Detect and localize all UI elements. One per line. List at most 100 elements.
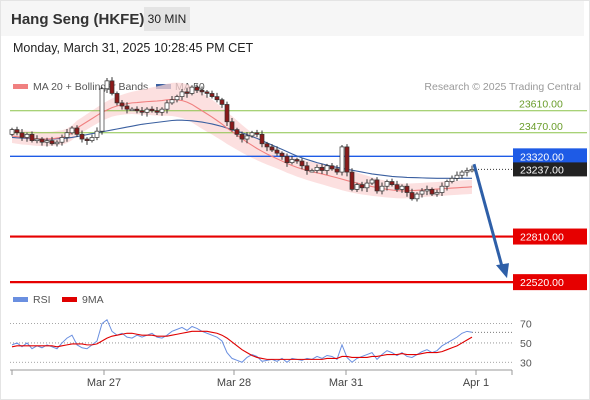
candle-body — [99, 88, 105, 132]
candle-body — [304, 165, 310, 171]
candle-body — [299, 160, 305, 167]
candle-body — [159, 108, 165, 113]
candle-body — [39, 138, 45, 143]
rsi-tick-50: 50 — [520, 338, 532, 350]
candle-body — [214, 96, 220, 101]
rsi-ma-line — [11, 330, 473, 360]
candle-body — [439, 185, 445, 193]
level-labels: 23610.00 23470.00 23320.00 22810.00 22520.00… — [513, 99, 587, 291]
candle-body — [289, 159, 295, 163]
candle-body — [194, 86, 200, 91]
level-label-22810.00: 22810.00 — [520, 232, 564, 244]
candle-body — [379, 185, 385, 192]
candle-body — [34, 138, 40, 141]
level-tag-23320.00 — [513, 148, 587, 165]
rsi-tick-30: 30 — [520, 357, 532, 369]
candle-body — [164, 102, 170, 110]
candle-body — [244, 135, 250, 140]
candle-body — [59, 137, 65, 143]
candle-body — [464, 170, 470, 173]
candle-body — [229, 121, 235, 130]
candle-body — [389, 181, 395, 185]
candle-body — [309, 170, 315, 173]
candle-body — [89, 137, 95, 141]
rsi-ma-legend-swatch — [62, 297, 77, 302]
candle-body — [234, 129, 240, 135]
candle-body — [394, 184, 400, 190]
level-label-23610.00: 23610.00 — [519, 99, 563, 111]
rsi-panel: 70 50 30 — [10, 319, 532, 369]
timestamp: Monday, March 31, 2025 10:28:45 PM CET — [13, 41, 254, 55]
candle-body — [344, 146, 350, 173]
candle-body — [129, 108, 135, 112]
candle-body — [399, 185, 405, 190]
candle-body — [279, 152, 285, 157]
rsi-tick-70: 70 — [520, 319, 532, 331]
candle-body — [259, 133, 265, 145]
candle-body — [184, 91, 190, 94]
candle-body — [384, 181, 390, 187]
candle-body — [219, 99, 225, 105]
candle-body — [414, 193, 420, 200]
candle-body — [434, 192, 440, 195]
candle-body — [364, 182, 370, 189]
candle-body — [469, 169, 475, 172]
candle-body — [419, 190, 425, 195]
candle-body — [404, 185, 410, 193]
candle-body — [139, 110, 145, 113]
level-label-23320.00: 23320.00 — [520, 151, 564, 163]
candle-body — [319, 167, 325, 171]
candle-body — [374, 179, 380, 192]
candle-body — [109, 80, 115, 94]
candle-body — [454, 174, 460, 179]
candle-body — [329, 165, 335, 170]
candle-body — [349, 171, 355, 190]
candle-body — [9, 129, 15, 135]
candle-body — [54, 141, 60, 145]
instrument-title: Hang Seng (HKFE) — [11, 11, 145, 28]
candle-body — [204, 91, 210, 94]
candle-body — [149, 108, 155, 112]
forecast-arrow — [472, 163, 509, 279]
candle-body — [19, 132, 25, 138]
candle-body — [254, 132, 260, 135]
candle-body — [114, 93, 120, 104]
candle-body — [94, 130, 100, 138]
candle-body — [189, 86, 195, 94]
candle-body — [64, 132, 70, 138]
forecast-arrow-shaft — [472, 163, 505, 271]
rsi-legend-swatch — [13, 297, 28, 302]
ma20-legend-label: MA 20 + Bollinger Bands — [33, 81, 148, 93]
candle-body — [119, 102, 125, 107]
level-label-22520.00: 22520.00 — [520, 277, 564, 289]
candle-body — [264, 143, 270, 148]
candle-body — [179, 91, 185, 97]
candle-body — [369, 179, 375, 184]
timeframe-button[interactable]: 30 MIN — [144, 7, 190, 31]
candle-body — [339, 146, 345, 173]
candle-body — [459, 171, 465, 176]
candlesticks — [9, 77, 475, 202]
candle-body — [274, 149, 280, 154]
time-label-1: Mar 28 — [217, 377, 251, 389]
forecast-arrow-head — [496, 263, 509, 279]
time-label-2: Mar 31 — [329, 377, 363, 389]
candle-body — [14, 129, 20, 134]
candle-body — [199, 89, 205, 93]
rsi-ma-legend-label: 9MA — [82, 294, 104, 306]
candle-body — [74, 127, 80, 135]
candle-body — [294, 159, 300, 162]
candle-body — [409, 192, 415, 200]
level-tag-22810.00 — [513, 228, 587, 245]
candle-body — [239, 133, 245, 140]
candle-body — [104, 80, 110, 90]
candle-body — [144, 108, 150, 113]
candle-body — [444, 181, 450, 187]
candle-body — [169, 99, 175, 104]
candle-body — [324, 165, 330, 171]
time-axis: Mar 27 Mar 28 Mar 31 Apr 1 — [10, 369, 513, 389]
candle-body — [79, 133, 85, 140]
candle-body — [269, 146, 275, 151]
research-credit: Research © 2025 Trading Central — [424, 81, 581, 93]
